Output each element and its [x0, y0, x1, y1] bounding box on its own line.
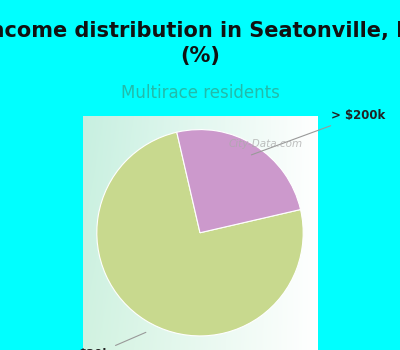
Text: Multirace residents: Multirace residents [120, 84, 280, 101]
Text: > $200k: > $200k [251, 109, 386, 155]
Text: $30k: $30k [78, 332, 146, 350]
Wedge shape [97, 132, 303, 336]
Wedge shape [177, 130, 300, 233]
Text: Income distribution in Seatonville, IL
(%): Income distribution in Seatonville, IL (… [0, 21, 400, 65]
Text: City-Data.com: City-Data.com [228, 139, 303, 149]
